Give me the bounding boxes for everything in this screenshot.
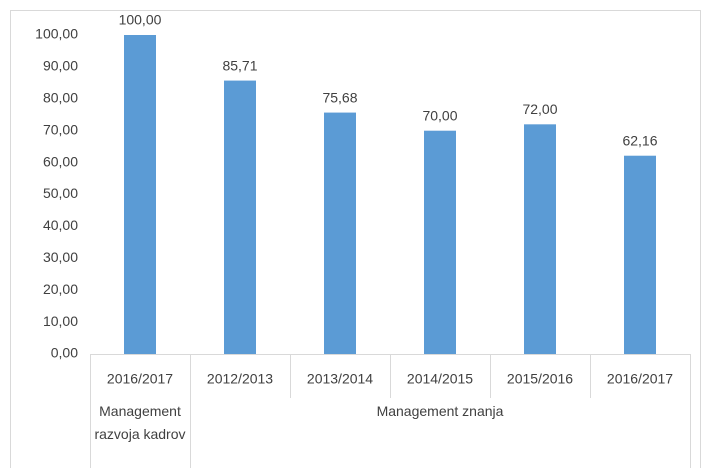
group-label: Management znanja bbox=[376, 403, 504, 419]
group-label: Management razvoja kadrov bbox=[94, 403, 186, 442]
value-label: 75,68 bbox=[322, 89, 357, 105]
y-tick-label: 80,00 bbox=[43, 90, 78, 106]
bar bbox=[424, 130, 456, 354]
bar bbox=[624, 155, 656, 354]
y-tick-label: 0,00 bbox=[51, 345, 78, 361]
x-tick-label: 2016/2017 bbox=[107, 371, 173, 387]
x-tick-label: 2012/2013 bbox=[207, 371, 273, 387]
y-tick-label: 90,00 bbox=[43, 58, 78, 74]
y-tick-label: 50,00 bbox=[43, 185, 78, 201]
bar bbox=[124, 35, 156, 354]
bar bbox=[324, 112, 356, 354]
x-tick-label: 2013/2014 bbox=[307, 371, 373, 387]
value-label: 100,00 bbox=[119, 12, 162, 28]
value-label: 72,00 bbox=[522, 101, 557, 117]
y-tick-label: 10,00 bbox=[43, 313, 78, 329]
value-label: 62,16 bbox=[622, 132, 657, 148]
x-tick-label: 2014/2015 bbox=[407, 371, 473, 387]
bar bbox=[224, 80, 256, 355]
y-tick-label: 60,00 bbox=[43, 153, 78, 169]
x-tick-label: 2016/2017 bbox=[607, 371, 673, 387]
y-tick-label: 30,00 bbox=[43, 249, 78, 265]
x-tick-label: 2015/2016 bbox=[507, 371, 573, 387]
chart-frame bbox=[10, 10, 701, 468]
y-tick-label: 100,00 bbox=[35, 26, 78, 42]
y-tick-label: 70,00 bbox=[43, 121, 78, 137]
y-tick-label: 40,00 bbox=[43, 217, 78, 233]
value-label: 85,71 bbox=[222, 57, 257, 73]
value-label: 70,00 bbox=[422, 107, 457, 123]
bar bbox=[524, 124, 556, 354]
y-tick-label: 20,00 bbox=[43, 281, 78, 297]
